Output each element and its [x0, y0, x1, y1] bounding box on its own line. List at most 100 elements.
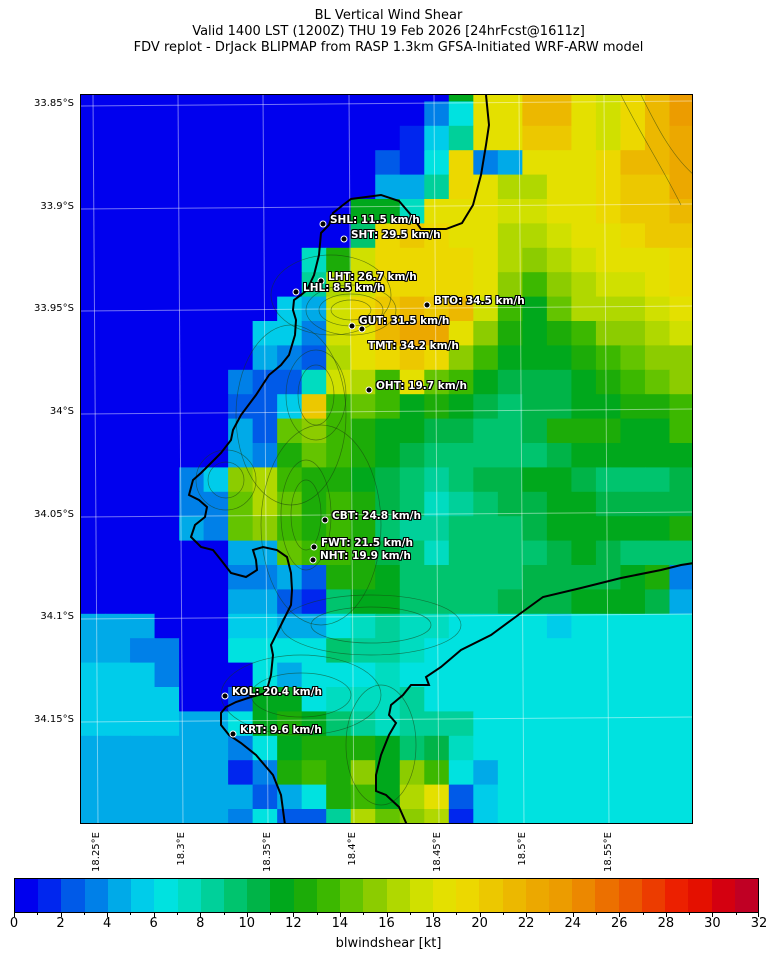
station-marker-krt[interactable]	[229, 730, 237, 738]
grid-cell	[620, 589, 646, 615]
colorbar-tick	[712, 912, 714, 917]
terrain-contours	[195, 95, 692, 806]
grid-cell	[203, 174, 229, 200]
grid-cell	[424, 101, 450, 127]
grid-cell	[522, 418, 548, 444]
grid-cell	[669, 565, 692, 590]
station-marker-shl[interactable]	[319, 220, 327, 228]
grid-cell	[424, 272, 450, 298]
grid-cell	[644, 443, 671, 468]
grid-cell	[571, 443, 597, 468]
grid-cell	[154, 394, 180, 420]
grid-cell	[179, 247, 205, 273]
grid-cell	[620, 418, 646, 444]
grid-cell	[546, 150, 572, 176]
station-marker-oht[interactable]	[365, 386, 373, 394]
colorbar-swatch	[618, 879, 642, 912]
grid-cell	[669, 467, 692, 493]
station-marker-cbt[interactable]	[321, 516, 329, 524]
grid-cell	[81, 369, 107, 395]
station-marker-lhl[interactable]	[292, 288, 300, 296]
grid-cell	[473, 565, 499, 590]
grid-cell	[669, 345, 692, 371]
map-plot-area[interactable]	[80, 94, 693, 824]
grid-cell	[399, 735, 425, 761]
grid-cell	[203, 491, 229, 517]
grid-cell	[130, 95, 156, 102]
colorbar-tick	[433, 912, 435, 917]
lon-tick-label: 18.35°E	[262, 832, 273, 872]
colorbar-swatch	[572, 879, 596, 912]
grid-cell	[81, 565, 107, 590]
grid-cell	[81, 125, 107, 151]
grid-cell	[154, 247, 180, 273]
grid-cell	[595, 760, 622, 786]
grid-cell	[571, 101, 597, 127]
grid-cell	[301, 223, 327, 249]
grid-cell	[350, 809, 376, 823]
grid-cell	[130, 150, 156, 176]
grid-cell	[546, 735, 572, 761]
grid-cell	[473, 321, 499, 346]
grid-cell	[448, 467, 474, 493]
grid-cell	[350, 272, 376, 298]
grid-cell	[644, 516, 671, 542]
grid-cell	[228, 809, 254, 823]
station-marker-sht[interactable]	[340, 235, 348, 243]
station-marker-kol[interactable]	[221, 692, 229, 700]
grid-cell	[620, 760, 646, 786]
grid-cell	[105, 638, 131, 664]
grid-cell	[595, 784, 622, 810]
grid-cell	[669, 662, 692, 688]
grid-cell	[252, 516, 278, 542]
station-marker-tmt[interactable]	[358, 325, 366, 333]
grid-cell	[228, 199, 254, 224]
grid-cell	[81, 150, 107, 176]
colorbar-tick	[339, 912, 341, 917]
grid-cell	[571, 687, 597, 712]
grid-cell	[497, 443, 523, 468]
grid-cell	[252, 174, 278, 200]
grid-cell	[497, 125, 523, 151]
grid-cell	[350, 540, 376, 566]
colorbar-tick	[107, 912, 109, 917]
grid-cell	[546, 662, 572, 688]
station-marker-nht[interactable]	[309, 556, 317, 564]
grid-cell	[620, 516, 646, 542]
grid-cell	[228, 589, 254, 615]
grid-cell	[620, 613, 646, 639]
station-marker-gut[interactable]	[348, 322, 356, 330]
grid-cell	[644, 638, 671, 664]
grid-cell	[228, 95, 254, 102]
lat-tick-label: 33.9°S	[40, 201, 74, 212]
station-label-gut: GUT: 31.5 km/h	[359, 315, 450, 327]
grid-cell	[571, 418, 597, 444]
colorbar-tick-label: 6	[149, 916, 158, 931]
colorbar-tick	[665, 912, 667, 917]
grid-cell	[497, 150, 523, 176]
grid-cell	[252, 418, 278, 444]
station-marker-fwt[interactable]	[310, 543, 318, 551]
grid-cell	[375, 247, 401, 273]
colorbar-tick	[526, 912, 528, 917]
grid-cell	[620, 443, 646, 468]
grid-cell	[448, 540, 474, 566]
grid-cell	[252, 199, 278, 224]
grid-cell	[571, 150, 597, 176]
colorbar-swatch	[456, 879, 480, 912]
colorbar-tick	[572, 912, 574, 917]
grid-cell	[473, 516, 499, 542]
grid-cell	[375, 223, 401, 249]
grid-cell	[473, 443, 499, 468]
grid-cell	[644, 613, 671, 639]
station-marker-bto[interactable]	[423, 301, 431, 309]
grid-cell	[595, 687, 622, 712]
lon-tick-label: 18.55°E	[603, 832, 614, 872]
grid-cell	[350, 95, 376, 102]
grid-cell	[228, 247, 254, 273]
graticule	[81, 95, 692, 823]
station-marker-lht[interactable]	[317, 277, 325, 285]
grid-cell	[644, 345, 671, 371]
grid-cell	[228, 784, 254, 810]
coastline-overlay	[81, 95, 692, 823]
